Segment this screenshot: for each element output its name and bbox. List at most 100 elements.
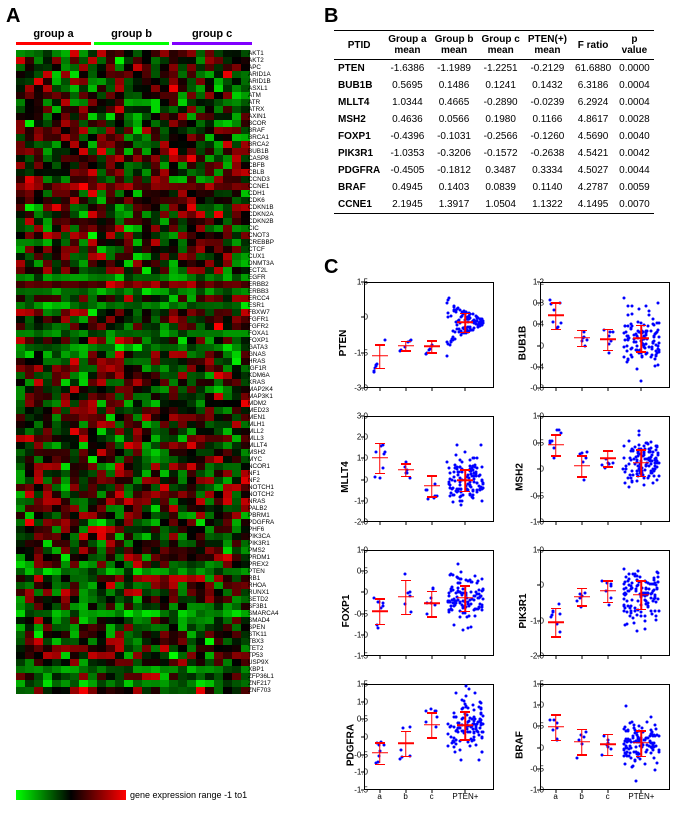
heatmap-cell — [142, 106, 151, 113]
heatmap-cell — [160, 617, 169, 624]
heatmap-cell — [106, 561, 115, 568]
data-point — [648, 309, 651, 312]
heatmap-cell — [223, 631, 232, 638]
data-point — [627, 313, 630, 316]
data-point — [639, 611, 642, 614]
data-point — [559, 630, 562, 633]
heatmap-cell — [223, 337, 232, 344]
heatmap-cell — [187, 512, 196, 519]
heatmap-cell — [232, 232, 241, 239]
table-row: MSH20.46360.05660.19800.11664.86170.0028 — [334, 111, 654, 128]
heatmap-cell — [214, 113, 223, 120]
heatmap-cell — [115, 246, 124, 253]
data-point — [622, 609, 625, 612]
heatmap-legend: gene expression range -1 to1 — [16, 790, 247, 800]
heatmap-cell — [214, 274, 223, 281]
heatmap-cell — [133, 407, 142, 414]
heatmap-cell — [232, 148, 241, 155]
heatmap-cell — [25, 526, 34, 533]
heatmap-cell — [79, 498, 88, 505]
heatmap-cell — [52, 673, 61, 680]
heatmap-cell — [196, 372, 205, 379]
heatmap-cell — [223, 204, 232, 211]
heatmap-cell — [88, 463, 97, 470]
heatmap-cell — [61, 148, 70, 155]
heatmap-cell — [142, 666, 151, 673]
heatmap-cell — [25, 211, 34, 218]
table-cell: 0.1166 — [524, 111, 571, 128]
heatmap-cell — [160, 225, 169, 232]
heatmap-cell — [106, 204, 115, 211]
heatmap-cell — [52, 316, 61, 323]
heatmap-cell — [97, 449, 106, 456]
heatmap-cell — [106, 162, 115, 169]
data-point — [631, 449, 634, 452]
gene-label: GNAS — [248, 351, 278, 358]
heatmap-cell — [61, 71, 70, 78]
heatmap-cell — [214, 477, 223, 484]
heatmap-cell — [16, 64, 25, 71]
heatmap-cell — [205, 449, 214, 456]
heatmap-cell — [223, 407, 232, 414]
error-cap — [551, 302, 561, 304]
heatmap-cell — [232, 687, 241, 694]
heatmap-cell — [196, 526, 205, 533]
heatmap-cell — [88, 176, 97, 183]
heatmap-cell — [232, 407, 241, 414]
heatmap-cell — [34, 92, 43, 99]
data-point — [630, 328, 633, 331]
mean-bar — [398, 469, 414, 471]
heatmap-cell — [25, 512, 34, 519]
heatmap-cell — [214, 246, 223, 253]
heatmap-cell — [88, 386, 97, 393]
heatmap-cell — [79, 92, 88, 99]
data-point — [452, 623, 455, 626]
table-cell: PIK3R1 — [334, 145, 384, 162]
heatmap-cell — [169, 64, 178, 71]
table-header: PTID — [334, 31, 384, 60]
heatmap-cell — [124, 274, 133, 281]
heatmap-cell — [232, 456, 241, 463]
heatmap-cell — [232, 512, 241, 519]
heatmap-cell — [232, 477, 241, 484]
heatmap-cell — [169, 246, 178, 253]
heatmap-cell — [61, 204, 70, 211]
heatmap-cell — [160, 631, 169, 638]
heatmap-cell — [88, 547, 97, 554]
data-point — [637, 430, 640, 433]
heatmap-cell — [97, 85, 106, 92]
heatmap-cell — [178, 183, 187, 190]
heatmap-cell — [124, 211, 133, 218]
heatmap-cell — [232, 358, 241, 365]
heatmap-cell — [196, 316, 205, 323]
heatmap-cell — [43, 64, 52, 71]
heatmap-cell — [160, 316, 169, 323]
data-point — [641, 355, 644, 358]
gene-label: BUB1B — [248, 148, 278, 155]
heatmap-cell — [16, 302, 25, 309]
data-point — [656, 445, 659, 448]
heatmap-cell — [52, 582, 61, 589]
heatmap-cell — [34, 127, 43, 134]
data-point — [626, 739, 629, 742]
heatmap-cell — [151, 638, 160, 645]
group-b-bar — [94, 42, 169, 45]
heatmap-cell — [70, 414, 79, 421]
heatmap-cell — [187, 442, 196, 449]
heatmap-cell — [61, 288, 70, 295]
heatmap-cell — [205, 204, 214, 211]
data-point — [635, 613, 638, 616]
heatmap-cell — [214, 568, 223, 575]
data-point — [462, 629, 465, 632]
heatmap-cell — [79, 379, 88, 386]
heatmap-cell — [88, 484, 97, 491]
table-header: Group bmean — [431, 31, 478, 60]
heatmap-cell — [25, 316, 34, 323]
heatmap-cell — [142, 603, 151, 610]
heatmap-cell — [124, 589, 133, 596]
heatmap-cell — [214, 204, 223, 211]
heatmap-cell — [196, 603, 205, 610]
table-cell: -0.0239 — [524, 94, 571, 111]
gene-label: SF3B1 — [248, 603, 278, 610]
table-cell: -1.2251 — [477, 60, 523, 78]
